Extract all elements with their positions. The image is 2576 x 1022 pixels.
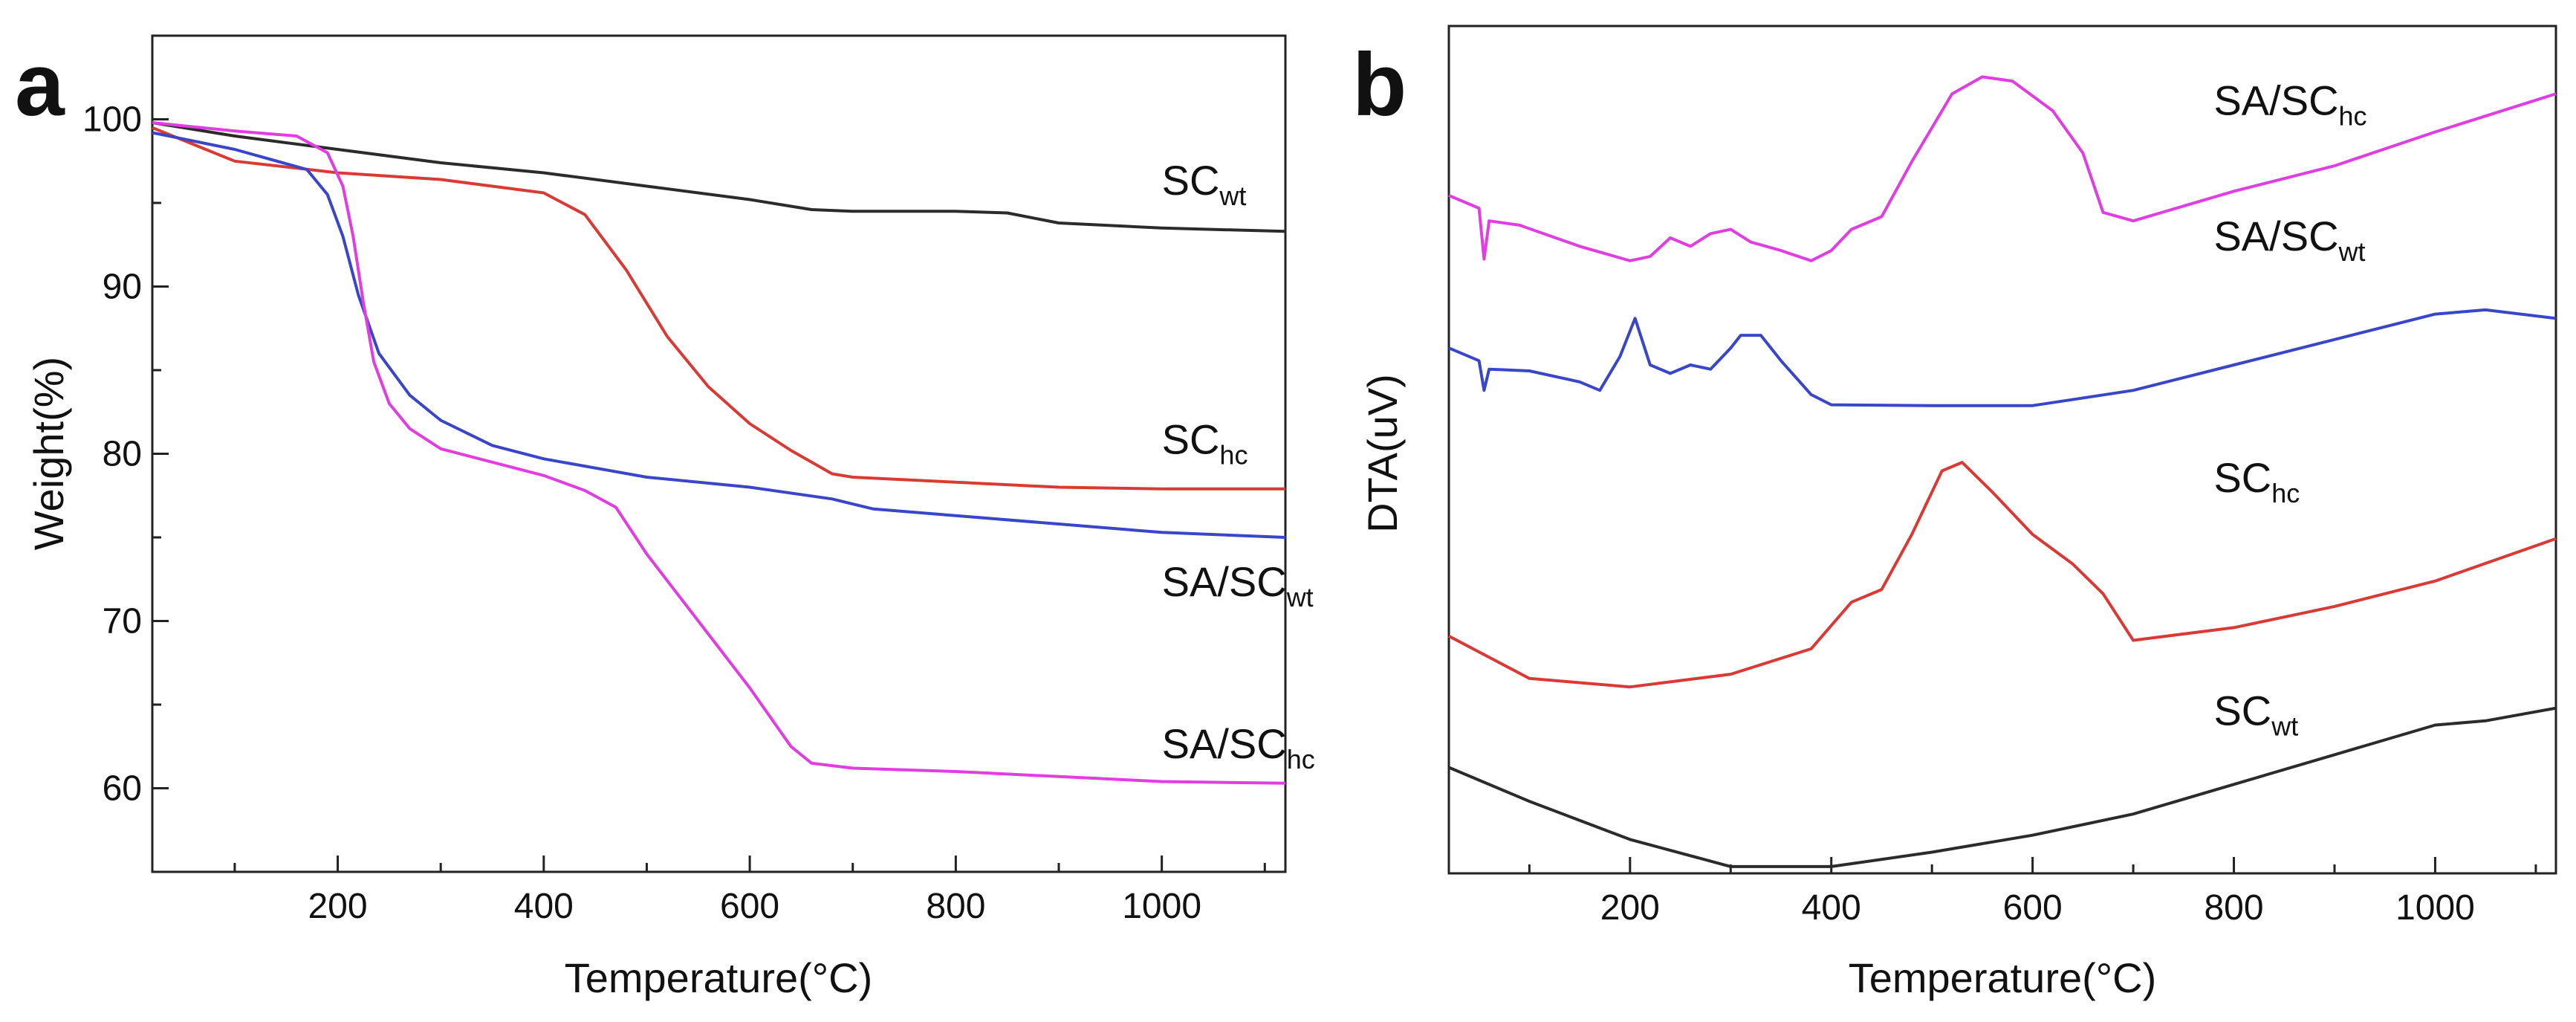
x-tick-label: 800 [926, 887, 985, 926]
panel-a-series [152, 121, 1286, 785]
series-line-scwt [1448, 706, 2557, 868]
panel-a-weight-chart: a 200 400 600 800 1000 60 70 80 90 100 SCwt SChc SA… [15, 34, 1315, 1001]
panel-b-series-labels: SA/SChc SA/SCwt SChc SCwt [2213, 77, 2366, 742]
series-line-schc [1448, 461, 2557, 689]
series-line-sa-schc [1448, 75, 2557, 262]
x-tick-label: 600 [720, 887, 779, 926]
x-tick-label: 600 [2003, 888, 2063, 928]
series-line-scwt [152, 121, 1286, 233]
panel-b-x-axis-title: Temperature(°C) [1849, 954, 2157, 1001]
series-label-sa-schc: SA/SChc [2213, 77, 2366, 132]
series-label-schc: SChc [1162, 416, 1248, 470]
x-tick-label: 400 [1802, 888, 1861, 928]
x-tick-label: 200 [308, 887, 367, 926]
panel-b-dta-chart: b 200 400 600 800 1000 SA/SChc SA/SCwt SChc SCw… [1352, 25, 2557, 1001]
series-label-sa-scwt: SA/SCwt [1162, 558, 1314, 612]
x-tick-label: 800 [2204, 888, 2263, 928]
panel-a-plot-frame [151, 34, 1287, 873]
y-tick-label: 100 [82, 100, 142, 140]
panel-b-y-axis-title: DTA(uV) [1359, 374, 1406, 533]
y-tick-label: 90 [103, 268, 142, 307]
panel-a-ticks: 200 400 600 800 1000 60 70 80 90 100 [82, 100, 1266, 926]
series-label-sa-schc: SA/SChc [1162, 720, 1315, 774]
series-line-schc [152, 126, 1285, 491]
panel-b-plot-frame [1447, 25, 2557, 875]
series-line-sa-scwt [1448, 308, 2557, 407]
panel-a-x-axis-title: Temperature(°C) [565, 954, 873, 1001]
series-line-sa-scwt [152, 131, 1286, 539]
series-label-sa-scwt: SA/SCwt [2213, 213, 2365, 267]
series-label-scwt: SCwt [2213, 688, 2298, 742]
x-tick-label: 400 [514, 887, 574, 926]
x-tick-label: 200 [1600, 888, 1660, 928]
y-tick-label: 60 [103, 769, 142, 809]
panel-b-letter: b [1352, 35, 1407, 135]
x-tick-label: 1000 [1122, 887, 1201, 926]
panel-b-series [1448, 75, 2557, 868]
y-tick-label: 80 [103, 435, 142, 474]
x-tick-label: 1000 [2395, 888, 2475, 928]
series-label-schc: SChc [2213, 454, 2300, 508]
panel-a-y-axis-title: Weight(%) [25, 357, 72, 550]
panel-a-series-labels: SCwt SChc SA/SCwt SA/SChc [1162, 157, 1315, 774]
panel-b-ticks: 200 400 600 800 1000 [1528, 857, 2537, 928]
series-line-sa-schc [152, 121, 1286, 785]
y-tick-label: 70 [103, 602, 142, 641]
series-label-scwt: SCwt [1162, 157, 1247, 211]
panel-a-letter: a [15, 35, 65, 135]
